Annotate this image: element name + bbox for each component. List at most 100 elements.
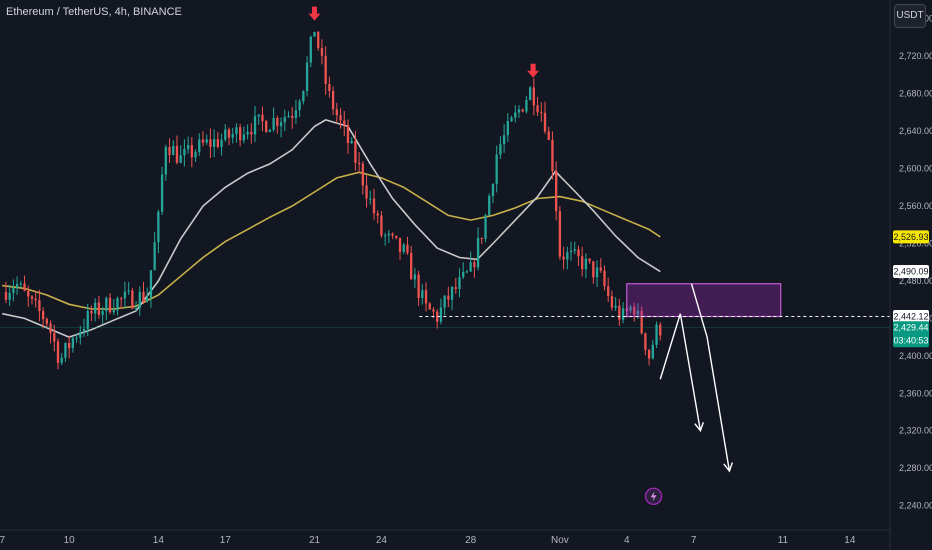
candle-body xyxy=(573,249,576,251)
x-tick-label: 21 xyxy=(309,535,321,546)
candle-body xyxy=(502,135,506,145)
candle-body xyxy=(231,134,234,138)
candle-body xyxy=(499,144,502,155)
candle-body xyxy=(395,235,398,238)
candle-body xyxy=(38,300,41,312)
candle-body xyxy=(424,290,428,304)
lightning-bolt xyxy=(650,491,657,502)
candle-body xyxy=(454,287,457,290)
candle-body xyxy=(287,116,290,118)
candle-body xyxy=(391,233,394,236)
candle-body xyxy=(387,233,391,236)
candle-body xyxy=(357,162,361,164)
candle-body xyxy=(421,290,424,298)
candle-body xyxy=(621,308,625,320)
candle-body xyxy=(23,283,26,291)
candle-body xyxy=(190,145,193,158)
candle-body xyxy=(242,134,246,141)
candle-body xyxy=(142,291,145,302)
time-axis[interactable]: 7 10 14 17 21 24 28 Nov 4 7 11 14 xyxy=(0,535,856,546)
candle-body xyxy=(149,270,153,298)
candle-body xyxy=(82,328,86,332)
candle-body xyxy=(610,296,614,308)
candle-body xyxy=(53,332,56,342)
candle-body xyxy=(279,122,283,127)
candle-body xyxy=(317,31,320,49)
candle-body xyxy=(45,319,48,324)
candle-body xyxy=(8,292,11,300)
candle-body xyxy=(15,283,19,288)
candle-body xyxy=(216,139,220,147)
candle-body xyxy=(443,295,446,308)
candle-body xyxy=(160,174,164,212)
candle-body xyxy=(462,271,465,278)
candle-body xyxy=(476,237,480,268)
candle-body xyxy=(365,185,368,199)
candle-body xyxy=(127,290,130,292)
candle-body xyxy=(67,342,71,349)
candle-body xyxy=(220,139,223,147)
candle-body xyxy=(528,87,532,100)
candle-body xyxy=(335,109,338,116)
candle-body xyxy=(555,171,558,212)
candle-body xyxy=(298,101,301,111)
countdown-label: 03:40:53 xyxy=(893,336,928,346)
price-tags: 2,526.93 2,490.09 2,442.122,429.44 03:40:53 xyxy=(893,230,929,348)
candle-body xyxy=(465,271,469,273)
candle-body xyxy=(201,139,205,143)
candle-body xyxy=(506,121,509,136)
candle-body xyxy=(324,55,327,85)
symbol-title: Ethereum / TetherUS, 4h, BINANCE xyxy=(6,6,182,18)
candle-body xyxy=(517,109,521,113)
x-tick-label: 10 xyxy=(64,535,76,546)
currency-button[interactable]: USDT xyxy=(894,4,926,28)
price-tag xyxy=(893,321,929,348)
candle-body xyxy=(339,115,342,121)
candle-body xyxy=(246,131,249,135)
candle-body xyxy=(175,145,179,163)
y-tick-label: 2,720.00 xyxy=(899,51,932,61)
y-tick-label: 2,560.00 xyxy=(899,201,932,211)
candlesticks xyxy=(4,30,662,370)
candle-body xyxy=(525,99,528,112)
candle-body xyxy=(79,331,82,338)
candle-body xyxy=(469,262,472,272)
candle-body xyxy=(647,349,651,359)
candle-body xyxy=(558,211,562,257)
y-tick-label: 2,320.00 xyxy=(899,426,932,436)
candle-body xyxy=(101,311,104,315)
candle-body xyxy=(343,120,346,125)
candle-body xyxy=(376,213,379,216)
y-tick-label: 2,400.00 xyxy=(899,351,932,361)
top-marker-arrow-icon xyxy=(308,6,321,21)
candle-body xyxy=(283,117,286,123)
candle-body xyxy=(361,163,364,186)
candle-body xyxy=(212,139,216,147)
y-tick-label: 2,280.00 xyxy=(899,463,932,473)
candle-body xyxy=(30,296,34,299)
candle-body xyxy=(592,261,595,278)
x-tick-label: 7 xyxy=(691,535,697,546)
candle-body xyxy=(603,270,606,287)
candle-body xyxy=(595,267,599,278)
candle-body xyxy=(320,48,324,56)
x-tick-label: 28 xyxy=(465,535,477,546)
candle-body xyxy=(540,112,543,114)
candle-body xyxy=(27,290,30,297)
candle-body xyxy=(569,250,573,253)
projection-arrow[interactable] xyxy=(659,313,702,431)
candle-body xyxy=(105,297,108,312)
candle-body xyxy=(547,131,550,140)
candle-body xyxy=(123,291,127,299)
y-tick-label: 2,600.00 xyxy=(899,164,932,174)
candle-body xyxy=(372,198,376,214)
candle-body xyxy=(4,292,8,300)
projection-arrow[interactable] xyxy=(690,283,731,472)
candle-body xyxy=(566,252,569,260)
candle-body xyxy=(480,237,483,239)
x-tick-label: 4 xyxy=(624,535,630,546)
supply-zone[interactable] xyxy=(626,283,782,318)
candle-body xyxy=(562,256,565,260)
price-tag xyxy=(893,230,929,244)
